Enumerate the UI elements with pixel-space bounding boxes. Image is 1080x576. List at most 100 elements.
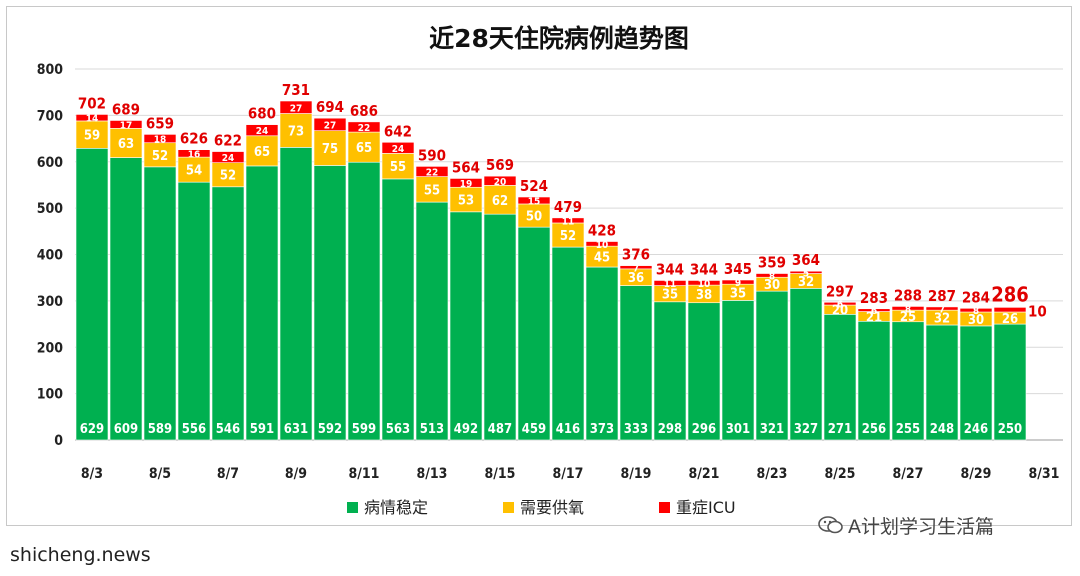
label-stable: 591 bbox=[250, 422, 274, 437]
label-stable: 556 bbox=[182, 422, 206, 437]
bar-icu bbox=[925, 306, 959, 311]
label-icu: 5 bbox=[803, 268, 809, 279]
label-icu: 7 bbox=[939, 305, 945, 316]
label-total: 297 bbox=[826, 282, 854, 300]
label-stable: 631 bbox=[284, 422, 308, 437]
y-tick-label: 400 bbox=[37, 248, 64, 264]
label-total: 731 bbox=[282, 81, 310, 99]
bar-oxygen bbox=[177, 156, 211, 183]
bar-stable bbox=[109, 157, 143, 441]
label-total: 345 bbox=[724, 260, 752, 278]
bar-stable bbox=[891, 321, 925, 441]
bar-stable bbox=[75, 148, 109, 441]
label-total: 694 bbox=[316, 98, 344, 116]
y-tick-label: 200 bbox=[37, 340, 64, 356]
bar-oxygen bbox=[245, 135, 279, 167]
bar-stable bbox=[755, 290, 789, 441]
bar-icu bbox=[245, 124, 279, 137]
label-total: 479 bbox=[554, 198, 582, 216]
label-oxygen: 59 bbox=[84, 129, 100, 144]
legend-swatch bbox=[659, 502, 670, 513]
label-stable: 629 bbox=[80, 422, 104, 437]
label-oxygen: 21 bbox=[866, 310, 882, 325]
y-tick-label: 300 bbox=[37, 294, 64, 310]
label-icu: 15 bbox=[528, 196, 541, 207]
label-oxygen: 65 bbox=[356, 141, 372, 156]
label-total: 642 bbox=[384, 122, 412, 140]
label-oxygen: 53 bbox=[458, 194, 474, 209]
bar-icu bbox=[75, 114, 109, 122]
legend-swatch bbox=[347, 502, 358, 513]
bar-icu bbox=[279, 100, 313, 114]
label-stable: 609 bbox=[114, 422, 138, 437]
label-oxygen: 54 bbox=[186, 164, 202, 179]
label-icu: 24 bbox=[392, 144, 405, 155]
x-tick-label: 8/21 bbox=[689, 466, 720, 482]
label-total: 689 bbox=[112, 100, 140, 118]
bar-icu bbox=[619, 265, 653, 270]
bar-icu bbox=[585, 241, 619, 247]
bar-icu bbox=[109, 120, 143, 129]
x-tick-label: 8/5 bbox=[149, 466, 171, 482]
bar-icu bbox=[143, 134, 177, 144]
bar-stable bbox=[211, 186, 245, 441]
bar-icu bbox=[823, 301, 857, 306]
label-icu: 10 bbox=[1028, 303, 1047, 321]
bar-stable bbox=[177, 181, 211, 441]
y-tick-label: 100 bbox=[37, 387, 64, 403]
bar-stable bbox=[653, 301, 687, 441]
label-total: 284 bbox=[962, 288, 990, 306]
bar-icu bbox=[483, 175, 517, 186]
legend-label: 病情稳定 bbox=[364, 498, 428, 517]
label-stable: 321 bbox=[760, 422, 784, 437]
label-stable: 246 bbox=[964, 422, 988, 437]
x-tick-label: 8/29 bbox=[961, 466, 992, 482]
label-oxygen: 73 bbox=[288, 124, 304, 139]
y-tick-label: 500 bbox=[37, 201, 64, 217]
label-total: 590 bbox=[418, 146, 446, 164]
bar-stable bbox=[483, 213, 517, 441]
label-total: 626 bbox=[180, 130, 208, 148]
label-stable: 271 bbox=[828, 422, 852, 437]
label-icu: 20 bbox=[494, 177, 507, 188]
label-icu: 22 bbox=[358, 123, 371, 134]
bar-oxygen bbox=[109, 128, 143, 158]
label-stable: 563 bbox=[386, 422, 410, 437]
label-icu: 16 bbox=[188, 149, 201, 160]
x-tick-label: 8/15 bbox=[485, 466, 516, 482]
stacked-bar-chart: 近28天住院病例趋势图01002003004005006007008006295… bbox=[37, 24, 1063, 517]
bar-stable bbox=[993, 323, 1027, 441]
bar-stable bbox=[279, 147, 313, 441]
bar-icu bbox=[993, 307, 1027, 313]
watermark-text: A计划学习生活篇 bbox=[848, 516, 994, 538]
bar-icu bbox=[687, 280, 721, 286]
bar-stable bbox=[551, 246, 585, 441]
bar-stable bbox=[245, 165, 279, 441]
x-tick-label: 8/17 bbox=[553, 466, 584, 482]
bar-stable bbox=[313, 165, 347, 441]
bar-stable bbox=[347, 161, 381, 441]
label-icu: 27 bbox=[290, 103, 303, 114]
label-oxygen: 30 bbox=[968, 313, 984, 328]
x-tick-label: 8/9 bbox=[285, 466, 307, 482]
bar-oxygen bbox=[211, 162, 245, 188]
label-total: 702 bbox=[78, 94, 106, 112]
y-tick-label: 0 bbox=[54, 433, 63, 449]
bar-icu bbox=[347, 121, 381, 133]
bar-icu bbox=[789, 270, 823, 274]
label-oxygen: 55 bbox=[390, 160, 406, 175]
label-oxygen: 62 bbox=[492, 194, 508, 209]
bar-icu bbox=[653, 280, 687, 286]
label-icu: 8 bbox=[973, 306, 979, 317]
label-stable: 546 bbox=[216, 422, 240, 437]
label-oxygen: 55 bbox=[424, 183, 440, 198]
bar-oxygen bbox=[347, 131, 381, 163]
label-oxygen: 52 bbox=[152, 149, 168, 164]
bar-icu bbox=[891, 306, 925, 311]
label-icu: 6 bbox=[837, 300, 843, 311]
label-icu: 17 bbox=[120, 120, 133, 131]
x-tick-label: 8/13 bbox=[417, 466, 448, 482]
bar-stable bbox=[687, 302, 721, 441]
bar-icu bbox=[721, 279, 755, 285]
label-total: 344 bbox=[656, 260, 684, 278]
